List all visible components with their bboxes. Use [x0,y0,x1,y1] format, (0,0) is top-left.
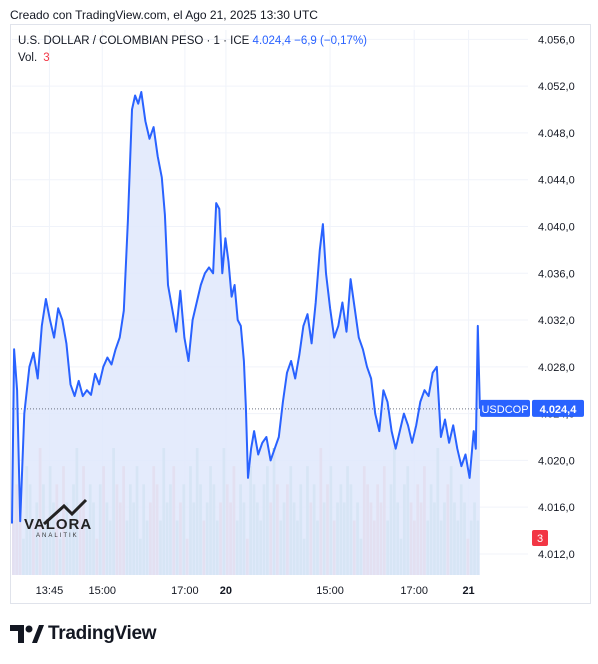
y-tick-label: 4.048,0 [538,128,575,140]
valora-logo-icon [42,498,88,526]
y-tick-label: 4.056,0 [538,34,575,46]
x-tick-label: 21 [462,585,474,597]
x-tick-label: 17:00 [171,585,199,597]
volume-label: Vol. [18,52,38,64]
price-line [11,91,481,524]
symbol-tag-box [480,399,530,417]
watermark-name: VALORA [24,516,93,533]
x-tick-label: 15:00 [89,585,117,597]
x-tick-label: 17:00 [400,585,428,597]
symbol-legend: U.S. DOLLAR / COLOMBIAN PESO · 1 · ICE 4… [18,35,367,47]
chart-caption: Creado con TradingView.com, el Ago 21, 2… [10,8,318,22]
chart-frame [10,24,591,604]
last-volume-tag-box [532,530,548,546]
volume-legend: Vol. 3 [18,52,50,64]
y-tick-label: 4.044,0 [538,175,575,187]
volume-value: 3 [43,52,50,64]
price-series-line [11,91,481,524]
last-volume-tag-label: 3 [537,533,543,545]
y-tick-label: 4.016,0 [538,502,575,514]
last-price-tag-box [532,399,584,417]
valora-watermark: VALORA ANALITIK [14,498,114,546]
y-tick-label: 4.032,0 [538,315,575,327]
y-tick-label: 4.036,0 [538,268,575,280]
last-price: 4.024,4 [252,35,291,47]
brand-name: TradingView [48,623,157,644]
y-tick-label: 4.040,0 [538,221,575,233]
symbol-tag-label: USDCOP [481,404,528,416]
symbol-title: U.S. DOLLAR / COLOMBIAN PESO · 1 · ICE [18,35,250,47]
tradingview-logo-icon [10,625,44,643]
y-tick-label: 4.052,0 [538,81,575,93]
time-axis: 13:45 15:00 17:00 20 15:00 17:00 21 [36,585,475,597]
x-tick-label: 20 [220,585,232,597]
price-labels: USDCOP 4.024,4 3 [480,399,584,546]
x-tick-label: 13:45 [36,585,64,597]
y-tick-label: 4.028,0 [538,362,575,374]
y-tick-label: 4.020,0 [538,455,575,467]
y-tick-label: 4.012,0 [538,549,575,561]
x-tick-label: 15:00 [316,585,344,597]
watermark-sub: ANALITIK [36,533,79,539]
price-change: −6,9 (−0,17%) [294,35,368,47]
price-axis: 4.012,04.016,04.020,04.024,04.028,04.032… [538,34,575,561]
last-price-tag-label: 4.024,4 [540,404,578,416]
